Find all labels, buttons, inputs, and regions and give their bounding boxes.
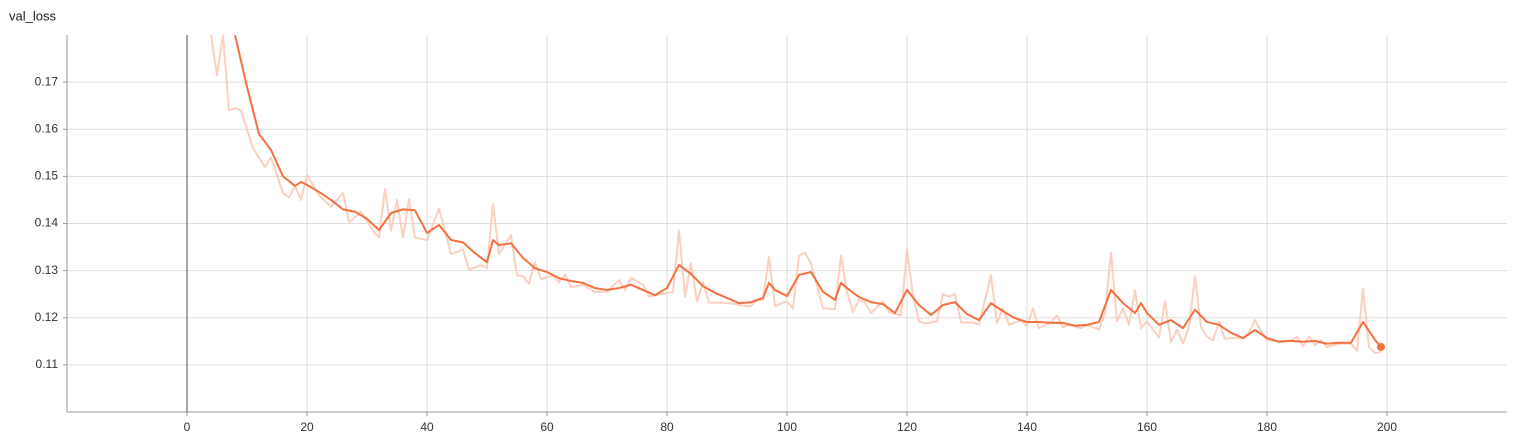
y-tick-label: 0.16 [35,121,59,135]
x-tick-label: 20 [300,420,314,434]
series-line [210,35,1382,355]
y-tick-label: 0.12 [35,310,59,324]
x-tick-label: 40 [420,420,434,434]
chart-title: val_loss [9,8,56,23]
x-tick-label: 160 [1137,420,1157,434]
x-tick-label: 80 [660,420,674,434]
x-tick-label: 180 [1257,420,1277,434]
y-tick-label: 0.13 [35,263,59,277]
x-tick-label: 200 [1377,420,1397,434]
series-line [234,35,1382,348]
x-tick-label: 60 [540,420,554,434]
y-tick-label: 0.15 [35,169,59,183]
y-tick-label: 0.17 [35,74,59,88]
x-tick-label: 120 [897,420,917,434]
x-tick-label: 0 [184,420,191,434]
y-tick-label: 0.14 [35,216,59,230]
end-point [1377,342,1385,351]
y-tick-label: 0.11 [36,357,59,371]
x-tick-label: 140 [1017,420,1037,434]
x-tick-label: 100 [777,420,797,434]
